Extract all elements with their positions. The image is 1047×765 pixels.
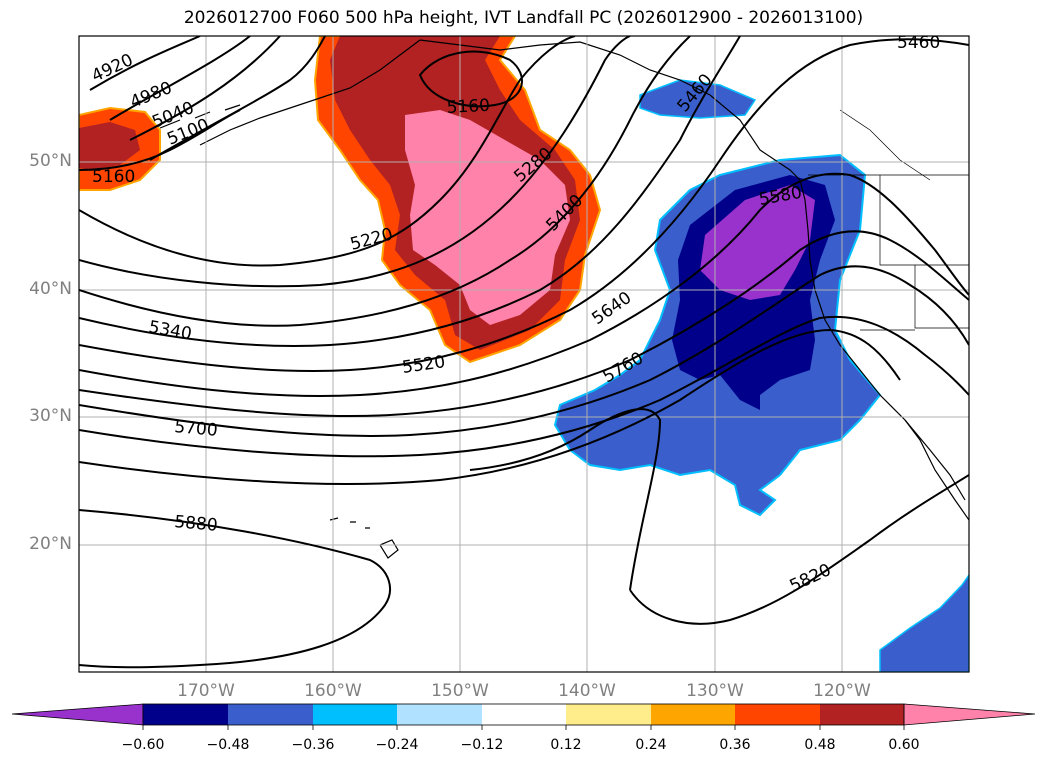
hawaii-islands: [329, 517, 399, 559]
negative-anomaly-region: [553, 79, 969, 672]
contour-4920: [89, 36, 201, 91]
colorbar-segment: [313, 704, 397, 725]
colorbar-extend-max: [903, 703, 1036, 726]
alaska-coast: [419, 39, 801, 181]
colorbar-segment: [566, 704, 651, 725]
contour-4980: [109, 36, 251, 121]
contour-label: 5700: [174, 417, 219, 441]
colorbar-tick-label: 0.12: [550, 737, 582, 753]
contour-5160-west: [79, 109, 241, 171]
contour-5040: [129, 36, 281, 141]
longitude-label: 120°W: [813, 681, 871, 701]
colorbar-tick-label: 0.48: [804, 737, 836, 753]
north-america-west-coast: [799, 179, 966, 501]
contour-5640: [79, 265, 969, 437]
contour-5220: [79, 36, 576, 267]
longitude-label: 160°W: [304, 681, 362, 701]
contour-5160-loop: [418, 50, 523, 108]
mexico-coast: [904, 419, 969, 521]
colorbar-tick-label: 0.36: [719, 737, 751, 753]
contour-5520: [79, 172, 969, 397]
map-panel: 4920 4980 5040 5100 5160 5160 5220 5280 …: [79, 33, 969, 672]
latitude-label: 30°N: [29, 406, 72, 426]
contour-5820-east: [469, 408, 969, 625]
colorbar-segment: [820, 704, 904, 725]
graticule: [79, 36, 969, 672]
longitude-label: 140°W: [558, 681, 616, 701]
negative-anomaly-south: [879, 573, 969, 672]
map-title: 2026012700 F060 500 hPa height, IVT Land…: [183, 8, 864, 28]
contour-label: 5160: [446, 96, 490, 118]
negative-anomaly-core: [700, 185, 815, 300]
colorbar-segment: [735, 704, 820, 725]
latitude-label: 20°N: [29, 534, 72, 554]
colorbar-tick-label: 0.60: [888, 737, 920, 753]
colorbar-tick-label: −0.60: [121, 737, 165, 753]
contour-5820: [79, 509, 391, 669]
positive-anomaly-core: [405, 110, 570, 325]
coastlines: [159, 39, 969, 559]
colorbar-tick-label: −0.24: [375, 737, 419, 753]
contour-5460: [79, 38, 969, 372]
colorbar-tick-label: 0.24: [635, 737, 667, 753]
colorbar-segment: [651, 704, 735, 725]
contour-5400: [79, 36, 741, 347]
positive-anomaly-region: [79, 36, 602, 364]
contour-label: 5880: [174, 512, 219, 536]
latitude-label: 40°N: [29, 279, 72, 299]
colorbar-segment: [143, 704, 228, 725]
longitude-label: 150°W: [431, 681, 489, 701]
positive-anomaly-west-inner: [79, 122, 140, 170]
colorbar-extend-min: [11, 703, 144, 726]
contour-label: 5460: [897, 33, 940, 53]
colorbar-segment: [228, 704, 313, 725]
colorbar: [11, 703, 1036, 730]
colorbar-tick-label: −0.36: [291, 737, 335, 753]
latitude-label: 50°N: [29, 151, 72, 171]
colorbar-segment: [482, 704, 566, 725]
height-contours: [79, 36, 969, 669]
contour-5340: [79, 36, 691, 327]
map-frame: [78, 35, 970, 673]
colorbar-tick-label: −0.48: [206, 737, 250, 753]
contour-5760: [79, 328, 901, 485]
political-borders: [808, 109, 969, 331]
contour-label: 5160: [92, 167, 135, 187]
longitude-label: 130°W: [686, 681, 744, 701]
contour-5580: [79, 230, 969, 417]
aleutian-islands: [159, 104, 241, 129]
alaska-peninsula-coast: [199, 39, 421, 146]
longitude-label: 170°W: [177, 681, 235, 701]
contour-5700: [79, 315, 969, 458]
colorbar-tick-label: −0.12: [460, 737, 504, 753]
contour-5100: [149, 36, 326, 161]
contour-5280: [79, 36, 631, 288]
colorbar-segment: [397, 704, 482, 725]
